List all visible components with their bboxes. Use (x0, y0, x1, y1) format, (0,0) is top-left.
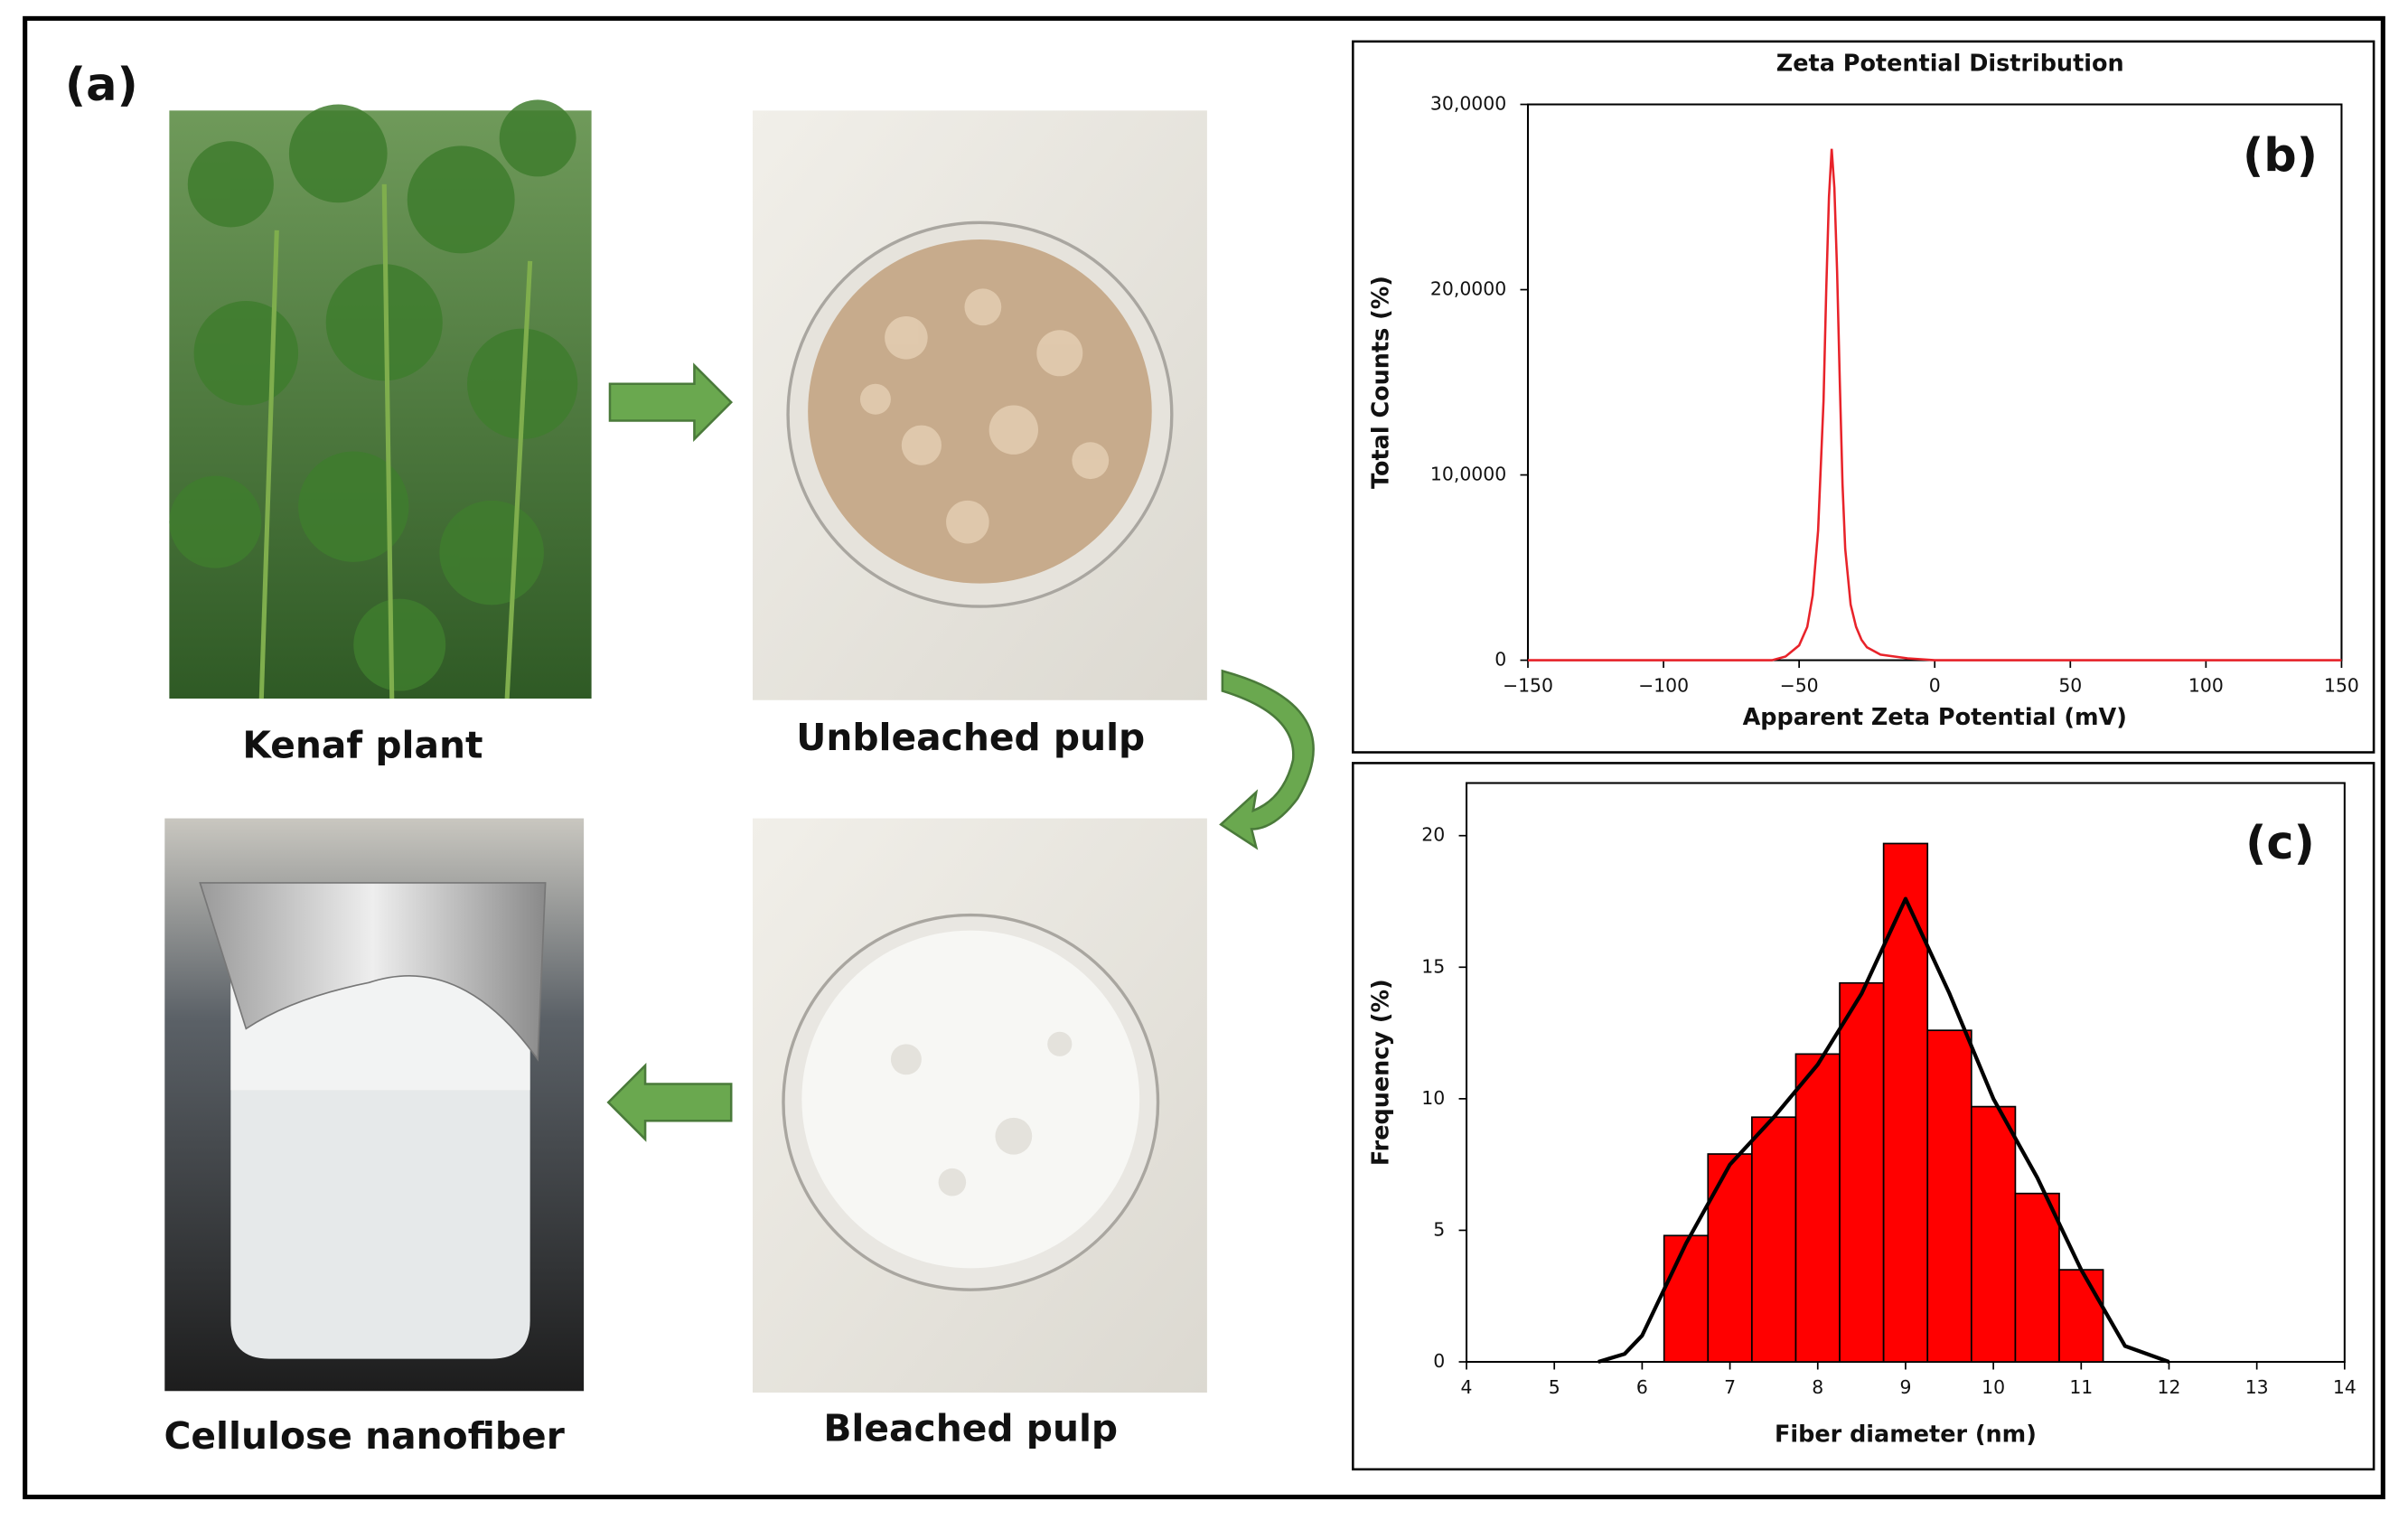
line-series (1527, 148, 2342, 661)
y-tick-label: 15 (1421, 955, 1445, 977)
y-tick-label: 0 (1494, 649, 1506, 671)
y-tick-label: 20,0000 (1430, 278, 1506, 300)
x-tick-label: 4 (1461, 1376, 1473, 1398)
y-tick-label: 10 (1421, 1087, 1445, 1109)
x-tick-label: −150 (1503, 674, 1553, 696)
x-tick-label: 12 (2158, 1376, 2181, 1398)
histogram-bar (1839, 981, 1885, 1363)
y-tick-label: 0 (1433, 1350, 1445, 1372)
histogram-bar (2058, 1269, 2104, 1363)
x-tick-label: 0 (1929, 674, 1941, 696)
x-tick-label: −100 (1638, 674, 1689, 696)
panel-label: (b) (2243, 129, 2318, 183)
x-tick-label: 7 (1724, 1376, 1736, 1398)
panel-frame (1352, 40, 2375, 754)
photo-caption: Cellulose nanofiber (164, 1414, 564, 1458)
x-tick-label: 100 (2188, 674, 2224, 696)
x-tick-label: 8 (1812, 1376, 1823, 1398)
outer-frame (23, 15, 2385, 1500)
photo-caption: Bleached pulp (823, 1406, 1118, 1450)
x-axis-label: Apparent Zeta Potential (mV) (1743, 704, 2127, 731)
photo-caption: Kenaf plant (242, 723, 483, 766)
x-tick-label: 6 (1636, 1376, 1648, 1398)
fit-curve (1598, 896, 2170, 1365)
histogram-bar (2014, 1192, 2060, 1363)
x-tick-label: 14 (2333, 1376, 2356, 1398)
x-tick-label: 9 (1899, 1376, 1911, 1398)
panel-frame (1352, 762, 2375, 1471)
x-tick-label: 10 (1982, 1376, 2005, 1398)
plot-frame (1526, 103, 2343, 661)
panel-label: (c) (2245, 817, 2315, 870)
x-tick-label: 11 (2069, 1376, 2093, 1398)
y-axis-label: Frequency (%) (1368, 979, 1395, 1166)
photo-caption: Unbleached pulp (796, 716, 1145, 759)
x-tick-label: 50 (2058, 674, 2082, 696)
histogram-bar (1794, 1053, 1841, 1363)
photo-kenaf (169, 99, 592, 699)
x-tick-label: −50 (1780, 674, 1819, 696)
histogram-bar (1707, 1153, 1753, 1363)
panel-label: (a) (65, 59, 138, 112)
x-tick-label: 150 (2324, 674, 2359, 696)
y-tick-label: 30,0000 (1430, 93, 1506, 115)
photo-nanofiber (164, 818, 585, 1392)
x-axis-label: Fiber diameter (nm) (1775, 1421, 2037, 1449)
histogram-bar (1663, 1234, 1710, 1363)
histogram-bar (1970, 1105, 2017, 1363)
x-tick-label: 13 (2245, 1376, 2269, 1398)
histogram-bar (1926, 1029, 1972, 1363)
y-tick-label: 20 (1421, 824, 1445, 846)
process-arrows (606, 362, 1315, 1142)
x-tick-label: 5 (1549, 1376, 1560, 1398)
photo-unbleached-pulp (752, 110, 1207, 700)
y-tick-label: 10,0000 (1430, 464, 1506, 485)
photo-bleached-pulp (752, 818, 1207, 1393)
chart-title: Zeta Potential Distribution (1776, 50, 2124, 77)
y-tick-label: 5 (1433, 1218, 1445, 1240)
y-axis-label: Total Counts (%) (1368, 276, 1395, 489)
histogram-bar (1751, 1116, 1797, 1363)
histogram-bar (1882, 842, 1929, 1363)
